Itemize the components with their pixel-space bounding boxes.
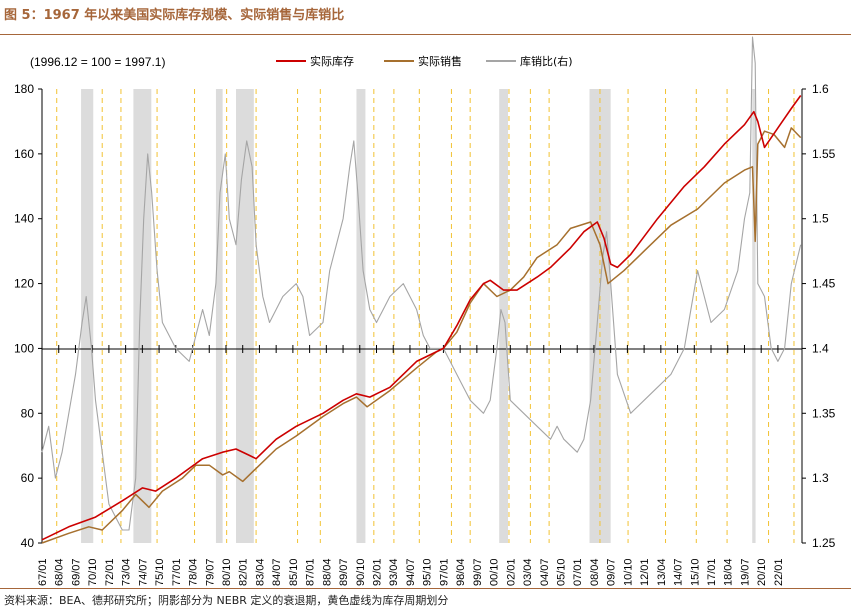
right-y-tick-label: 1.3 <box>812 471 829 485</box>
x-tick-label: 67/01 <box>37 558 49 586</box>
x-tick-label: 22/01 <box>773 558 785 586</box>
right-y-tick-label: 1.45 <box>812 277 836 291</box>
x-tick-label: 93/04 <box>388 558 400 586</box>
x-tick-label: 13/04 <box>656 558 668 586</box>
legend-label: 实际库存 <box>310 54 354 68</box>
x-tick-label: 95/10 <box>422 558 434 586</box>
left-y-tick-label: 60 <box>21 471 35 485</box>
x-tick-label: 80/10 <box>221 558 233 586</box>
x-tick-label: 68/04 <box>54 558 66 586</box>
figure-title: 图 5：1967 年以来美国实际库存规模、实际销售与库销比 <box>4 8 345 23</box>
x-tick-label: 12/01 <box>639 558 651 586</box>
x-tick-label: 73/04 <box>121 558 133 586</box>
left-y-tick-label: 160 <box>14 147 34 161</box>
footer-divider <box>0 588 851 589</box>
x-tick-label: 08/04 <box>589 558 601 586</box>
x-tick-label: 19/07 <box>739 558 751 586</box>
x-tick-label: 04/07 <box>539 558 551 586</box>
recession-band <box>236 89 254 543</box>
series-group <box>41 36 802 544</box>
x-tick-label: 94/07 <box>405 558 417 586</box>
x-tick-label: 82/01 <box>238 558 250 586</box>
x-tick-label: 10/10 <box>622 558 634 586</box>
cycle-line-group <box>56 89 795 543</box>
left-y-tick-label: 140 <box>14 212 34 226</box>
title-divider <box>0 34 851 35</box>
x-tick-label: 84/07 <box>271 558 283 586</box>
recession-band <box>215 89 223 543</box>
x-tick-label: 88/04 <box>321 558 333 586</box>
x-tick-label: 77/01 <box>171 558 183 586</box>
x-tick-label: 98/04 <box>455 558 467 586</box>
x-tick-label: 78/04 <box>188 558 200 586</box>
axes-group: 180 160 140 120 100 80 60 40 1.6 1.55 1.5 1.45 1.4 1.… <box>14 82 836 586</box>
x-tick-label: 72/01 <box>104 558 116 586</box>
x-tick-label: 97/01 <box>438 558 450 586</box>
x-tick-label: 70/10 <box>87 558 99 586</box>
recession-band <box>81 89 94 543</box>
left-y-tick-label: 180 <box>14 82 34 96</box>
x-tick-label: 20/10 <box>756 558 768 586</box>
x-tick-label: 05/10 <box>555 558 567 586</box>
x-tick-label: 92/01 <box>372 558 384 586</box>
right-y-tick-label: 1.55 <box>812 147 836 161</box>
x-tick-label: 14/07 <box>673 558 685 586</box>
x-tick-label: 79/07 <box>204 558 216 586</box>
legend-label: 库销比(右) <box>520 54 573 68</box>
right-y-tick-label: 1.4 <box>812 341 829 355</box>
left-y-tick-label: 120 <box>14 277 34 291</box>
x-tick-label: 03/04 <box>522 558 534 586</box>
source-note: 资料来源：BEA、德邦研究所；阴影部分为 NEBR 定义的衰退期，黄色虚线为库存… <box>4 594 449 607</box>
recession-band <box>133 89 152 543</box>
recession-shading-group <box>81 89 756 543</box>
x-tick-label: 07/01 <box>572 558 584 586</box>
x-tick-label: 17/01 <box>706 558 718 586</box>
x-tick-label: 75/10 <box>154 558 166 586</box>
x-tick-label: 74/07 <box>137 558 149 586</box>
x-tick-label: 90/10 <box>355 558 367 586</box>
series-line <box>41 95 802 541</box>
x-tick-label: 69/07 <box>70 558 82 586</box>
x-tick-label: 99/07 <box>472 558 484 586</box>
x-tick-label: 15/10 <box>689 558 701 586</box>
legend: 实际库存 实际销售 库销比(右) <box>276 54 573 68</box>
right-y-tick-label: 1.6 <box>812 82 829 96</box>
x-tick-label: 87/01 <box>305 558 317 586</box>
x-tick-label: 09/07 <box>606 558 618 586</box>
right-y-tick-label: 1.25 <box>812 536 836 550</box>
x-tick-label: 00/10 <box>489 558 501 586</box>
x-tick-label: 89/07 <box>338 558 350 586</box>
left-y-tick-label: 100 <box>14 341 34 355</box>
base-period-annotation: (1996.12 = 100 = 1997.1) <box>30 55 165 69</box>
series-line <box>41 36 802 531</box>
x-tick-label: 02/01 <box>505 558 517 586</box>
recession-band <box>752 89 756 543</box>
right-y-tick-label: 1.5 <box>812 212 829 226</box>
right-y-tick-label: 1.35 <box>812 406 836 420</box>
legend-label: 实际销售 <box>418 54 462 68</box>
x-tick-label: 18/04 <box>723 558 735 586</box>
recession-band <box>499 89 509 543</box>
left-y-tick-label: 40 <box>21 536 35 550</box>
left-y-tick-label: 80 <box>21 406 35 420</box>
x-tick-label: 83/04 <box>254 558 266 586</box>
series-line <box>41 127 802 544</box>
recession-band <box>356 89 366 543</box>
x-tick-label: 85/10 <box>288 558 300 586</box>
